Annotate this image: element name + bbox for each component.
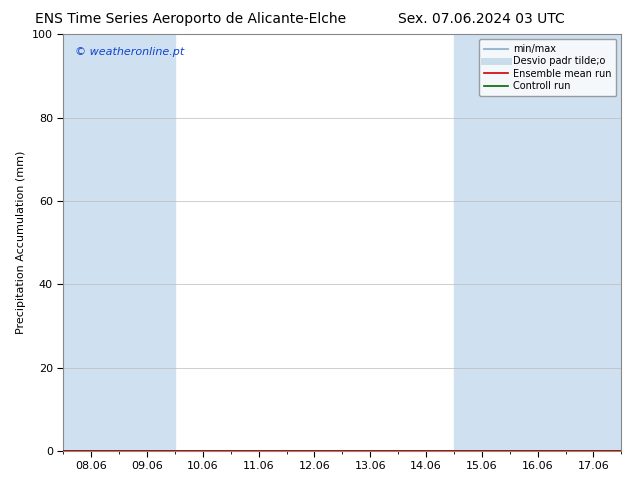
Bar — [454, 34, 510, 451]
Bar — [566, 34, 621, 451]
Bar — [119, 34, 175, 451]
Text: © weatheronline.pt: © weatheronline.pt — [75, 47, 184, 57]
Text: Sex. 07.06.2024 03 UTC: Sex. 07.06.2024 03 UTC — [398, 12, 566, 26]
Legend: min/max, Desvio padr tilde;o, Ensemble mean run, Controll run: min/max, Desvio padr tilde;o, Ensemble m… — [479, 39, 616, 96]
Y-axis label: Precipitation Accumulation (mm): Precipitation Accumulation (mm) — [16, 151, 27, 334]
Bar — [510, 34, 566, 451]
Bar — [63, 34, 119, 451]
Text: ENS Time Series Aeroporto de Alicante-Elche: ENS Time Series Aeroporto de Alicante-El… — [35, 12, 346, 26]
